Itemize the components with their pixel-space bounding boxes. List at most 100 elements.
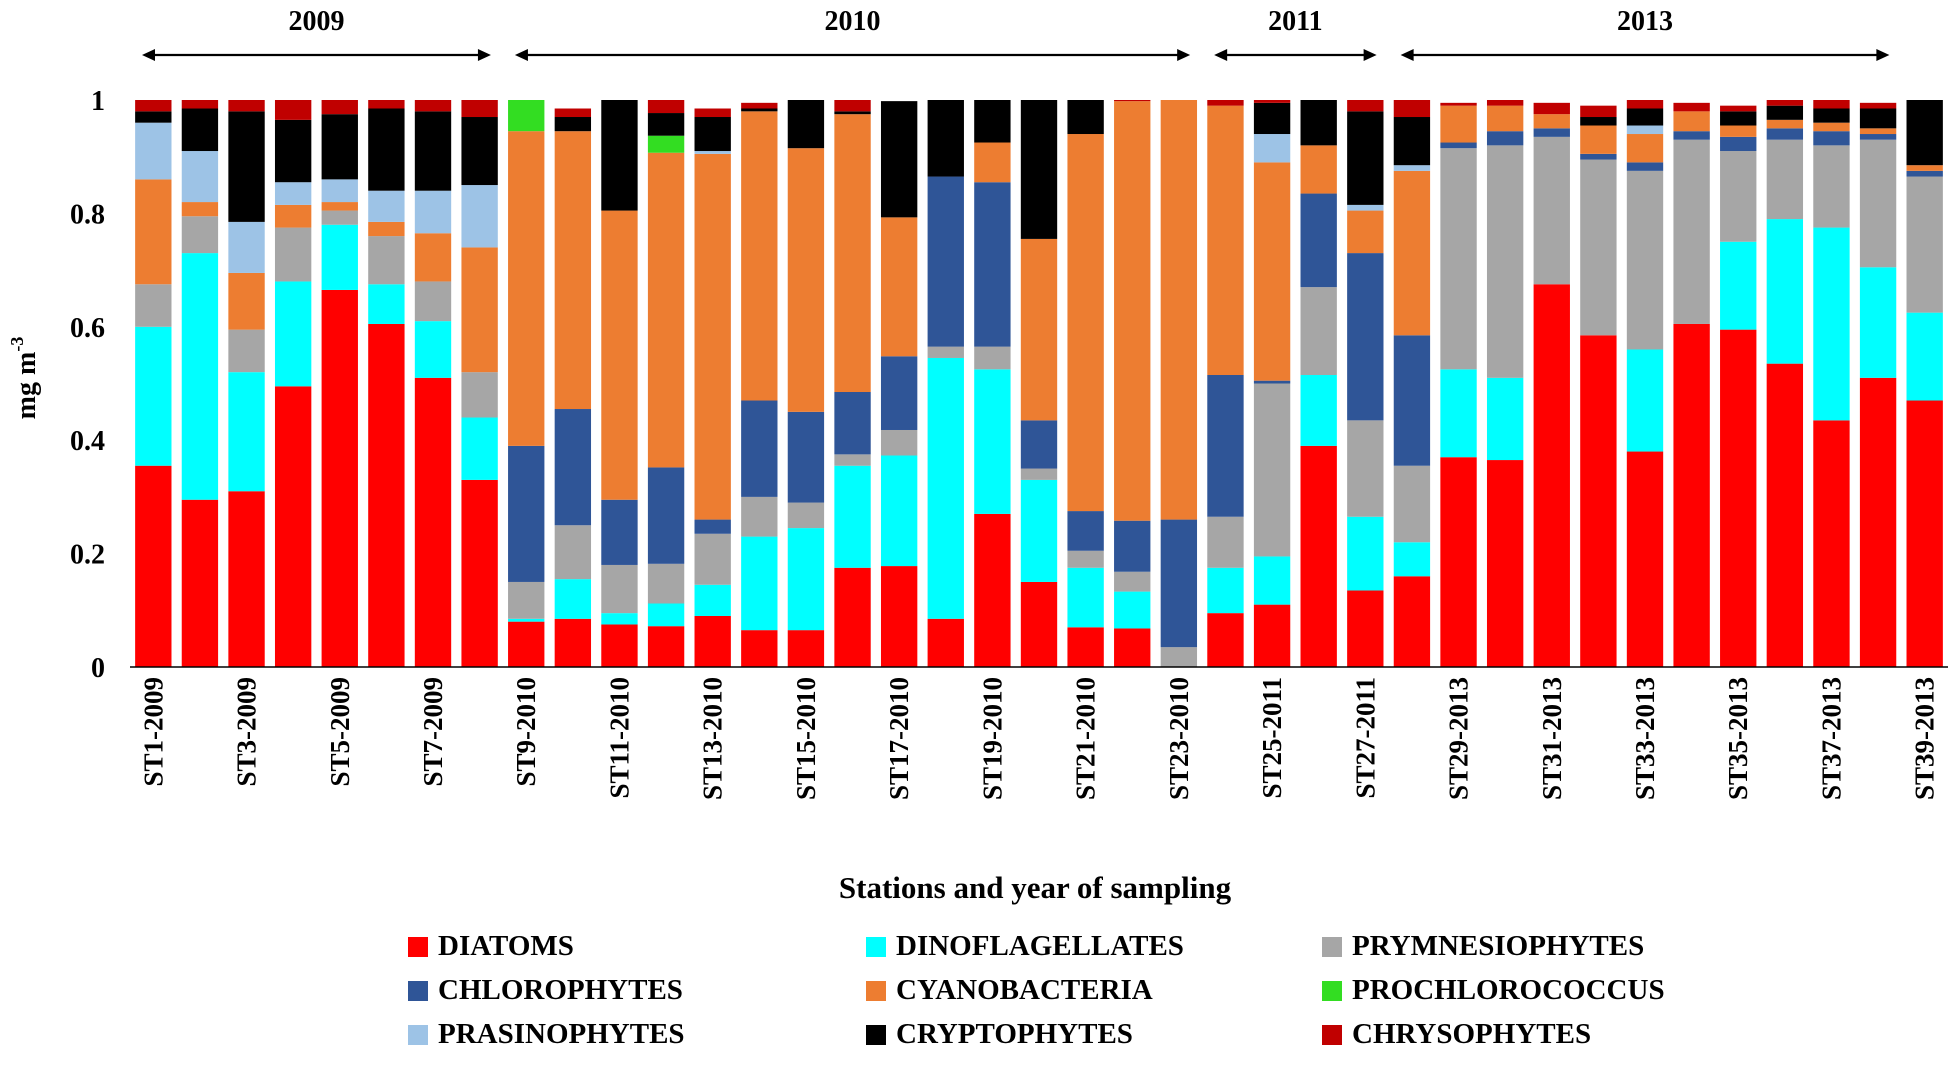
bar-segment	[787, 502, 825, 529]
legend-label: CHLOROPHYTES	[438, 974, 683, 1006]
bar-stack	[1533, 102, 1570, 667]
bar-segment	[1207, 100, 1244, 106]
bar-stack	[694, 108, 731, 667]
legend-label: DINOFLAGELLATES	[896, 930, 1184, 962]
legend-label: PROCHLOROCOCCUS	[1352, 974, 1665, 1006]
bar-segment	[228, 111, 265, 222]
year-label: 2013	[1617, 6, 1673, 37]
bar-segment	[694, 153, 731, 520]
legend-item: DIATOMS	[408, 930, 574, 962]
legend-item: PRASINOPHYTES	[408, 1018, 685, 1050]
bar-segment	[1720, 111, 1757, 126]
bar-segment	[1813, 420, 1850, 667]
bar-segment	[181, 108, 219, 152]
bar-segment	[1067, 567, 1104, 628]
bar-segment	[1440, 102, 1477, 106]
bar-segment	[1253, 102, 1291, 135]
bar-segment	[834, 392, 871, 455]
bar-segment	[321, 179, 358, 203]
legend-label: PRYMNESIOPHYTES	[1352, 930, 1644, 962]
bar-segment	[834, 454, 871, 466]
bar-segment	[1114, 571, 1151, 592]
bar-segment	[274, 100, 312, 120]
bar-segment	[741, 108, 778, 112]
bar-segment	[647, 626, 685, 667]
bar-segment	[1300, 100, 1337, 146]
bar-segment	[1253, 604, 1291, 667]
x-tick-label: ST15-2010	[791, 677, 821, 800]
bar-segment	[787, 100, 825, 149]
bar-segment	[1533, 114, 1570, 129]
bar-segment	[181, 202, 219, 217]
x-tick-label: ST7-2009	[418, 677, 448, 787]
bar-segment	[554, 108, 592, 117]
y-tick-label: 0.6	[70, 313, 105, 344]
x-tick-label: ST1-2009	[138, 677, 168, 787]
bar-stack	[1114, 100, 1151, 667]
legend-swatch	[408, 981, 428, 1001]
bar-stack	[1673, 102, 1710, 667]
bar-segment	[927, 346, 964, 358]
bar-stack	[974, 100, 1011, 667]
bar-segment	[1393, 170, 1431, 336]
bar-segment	[1067, 627, 1104, 667]
bar-segment	[1720, 241, 1757, 330]
year-group-layer: 2009 2010 2011 2013	[142, 6, 1890, 61]
legend-item: CYANOBACTERIA	[866, 974, 1153, 1006]
year-label: 2010	[825, 6, 881, 37]
legend-label: CHRYSOPHYTES	[1352, 1018, 1591, 1050]
bar-segment	[1720, 105, 1757, 112]
bar-segment	[414, 100, 452, 112]
bar-segment	[368, 221, 405, 237]
bar-segment	[181, 253, 219, 500]
arrow-left-icon	[1214, 49, 1228, 61]
bar-segment	[554, 117, 592, 132]
x-tick-label: ST23-2010	[1164, 677, 1194, 800]
bar-stack	[647, 100, 685, 667]
bar-segment	[1626, 108, 1664, 126]
bar-segment	[1766, 119, 1804, 129]
bar-segment	[1766, 105, 1804, 120]
bar-segment	[1486, 460, 1524, 667]
bar-segment	[1626, 349, 1664, 452]
bar-segment	[181, 100, 219, 109]
x-tick-label: ST19-2010	[977, 677, 1007, 800]
bar-segment	[647, 113, 685, 136]
bar-segment	[1673, 111, 1710, 132]
bar-segment	[741, 111, 778, 401]
bar-segment	[1020, 479, 1058, 582]
bar-segment	[1859, 377, 1897, 667]
bar-segment	[228, 372, 265, 492]
bar-segment	[1253, 383, 1291, 557]
bar-segment	[1813, 227, 1850, 421]
bar-segment	[1580, 125, 1617, 154]
bar-segment	[1020, 238, 1058, 421]
bar-segment	[647, 135, 685, 153]
bar-segment	[1720, 136, 1757, 152]
bar-segment	[880, 566, 918, 667]
bar-segment	[1580, 117, 1617, 126]
bar-segment	[974, 142, 1011, 183]
bar-stack	[554, 108, 592, 667]
year-group-2011: 2011	[1214, 6, 1377, 61]
legend-item: PROCHLOROCOCCUS	[1322, 974, 1665, 1006]
bar-segment	[274, 182, 312, 205]
bar-segment	[508, 618, 545, 622]
bar-segment	[274, 204, 312, 228]
bar-segment	[1533, 284, 1570, 667]
bar-stack	[1300, 100, 1337, 667]
bar-segment	[1533, 128, 1570, 137]
bar-segment	[601, 499, 638, 565]
arrow-right-icon	[1177, 49, 1191, 61]
bar-segment	[228, 329, 265, 373]
bar-segment	[1300, 287, 1337, 375]
bar-segment	[274, 227, 312, 282]
bar-segment	[1813, 145, 1850, 228]
bar-segment	[1813, 131, 1850, 146]
bar-stack	[274, 100, 312, 667]
bar-segment	[1440, 369, 1477, 458]
legend-item: DINOFLAGELLATES	[866, 930, 1184, 962]
bar-segment	[1486, 377, 1524, 461]
legend-item: CHLOROPHYTES	[408, 974, 683, 1006]
